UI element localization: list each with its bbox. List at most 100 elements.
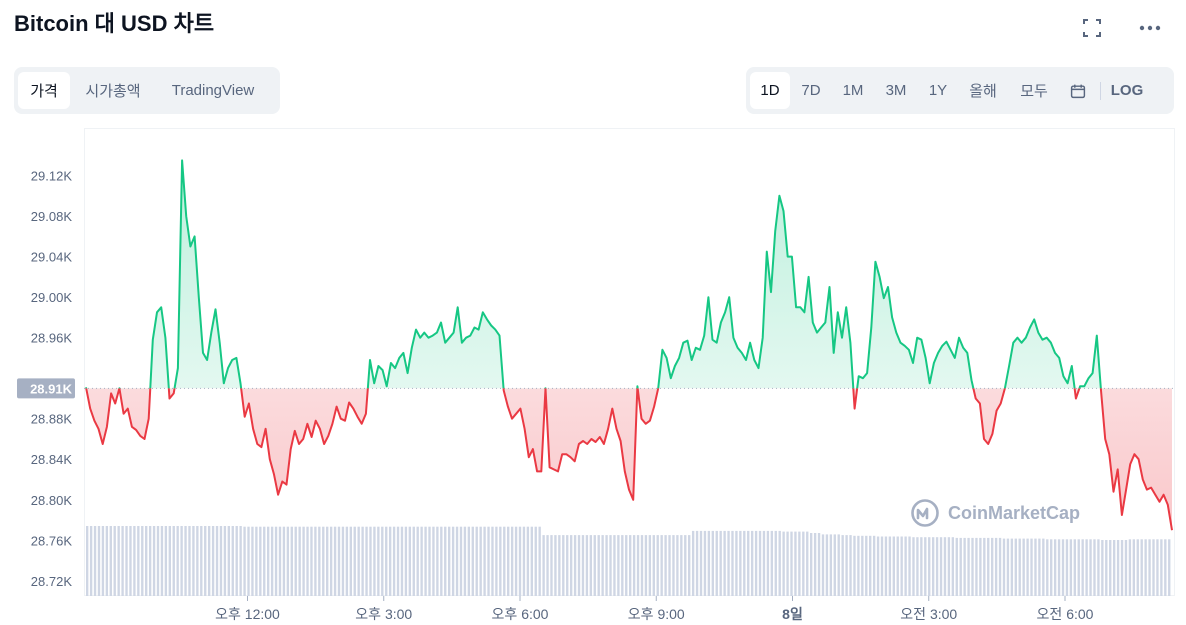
volume-bar xyxy=(204,526,207,596)
volume-bar xyxy=(180,526,183,596)
volume-bar xyxy=(1042,538,1045,596)
volume-bar xyxy=(448,526,451,596)
volume-bar xyxy=(715,530,718,596)
fullscreen-icon[interactable] xyxy=(1078,14,1106,42)
volume-bar xyxy=(341,526,345,596)
volume-bar xyxy=(723,530,726,596)
volume-bar xyxy=(1120,540,1124,596)
volume-bar xyxy=(215,526,219,596)
volume-bar xyxy=(794,531,797,596)
volume-bar xyxy=(1073,539,1076,596)
volume-bar xyxy=(530,526,533,596)
volume-bar xyxy=(337,526,341,596)
volume-bar xyxy=(554,535,557,596)
volume-bar xyxy=(113,526,116,596)
chart-type-tabs: 가격 시가총액 TradingView xyxy=(14,67,280,114)
volume-bar xyxy=(282,526,286,596)
volume-bar xyxy=(510,526,514,596)
volume-bar xyxy=(444,526,447,596)
more-icon[interactable] xyxy=(1136,14,1164,42)
volume-bar xyxy=(916,537,919,596)
volume-bar xyxy=(573,535,577,596)
volume-bar xyxy=(432,526,435,596)
volume-bar xyxy=(609,535,612,596)
volume-bar xyxy=(711,530,714,596)
volume-bar xyxy=(294,526,297,596)
volume-bar xyxy=(1112,540,1116,596)
chart-actions xyxy=(1078,14,1164,42)
volume-bar xyxy=(1010,538,1014,596)
volume-bar xyxy=(589,535,593,596)
volume-bar xyxy=(908,536,911,596)
range-1y[interactable]: 1Y xyxy=(928,82,948,99)
volume-bar xyxy=(270,526,274,596)
volume-bar xyxy=(420,526,423,596)
volume-bar xyxy=(255,526,258,596)
volume-bar xyxy=(1144,539,1147,596)
volume-bar xyxy=(538,526,541,596)
volume-bar xyxy=(998,537,1002,596)
volume-bar xyxy=(503,526,506,596)
volume-bar xyxy=(585,535,589,596)
range-all[interactable]: 모두 xyxy=(1020,83,1048,100)
y-tick-label: 29.00K xyxy=(31,290,73,305)
volume-bar xyxy=(825,534,829,596)
volume-bar xyxy=(994,537,998,596)
volume-bar xyxy=(684,535,687,596)
volume-bar xyxy=(924,537,927,596)
volume-bar xyxy=(900,536,903,596)
volume-bar xyxy=(577,535,581,596)
range-1d[interactable]: 1D xyxy=(750,72,790,109)
volume-bar xyxy=(971,537,974,596)
y-tick-label: 29.12K xyxy=(31,169,73,184)
volume-bar xyxy=(865,535,868,596)
volume-bar xyxy=(196,526,199,596)
tab-market-cap[interactable]: 시가총액 xyxy=(85,83,141,100)
volume-bar xyxy=(853,535,856,596)
volume-bar xyxy=(392,526,396,596)
volume-bar xyxy=(845,535,848,596)
y-tick-label: 28.88K xyxy=(31,412,73,427)
volume-bar xyxy=(416,526,419,596)
volume-bar xyxy=(652,535,655,596)
volume-bar xyxy=(322,526,325,596)
volume-bar xyxy=(137,526,140,596)
volume-bar xyxy=(219,526,223,596)
range-3m[interactable]: 3M xyxy=(885,82,907,99)
volume-bar xyxy=(243,526,246,596)
volume-bar xyxy=(1136,539,1139,596)
volume-bar xyxy=(278,526,282,596)
volume-bar xyxy=(298,526,301,596)
volume-bar xyxy=(629,535,632,596)
volume-bar xyxy=(101,526,105,596)
volume-bar xyxy=(636,535,640,596)
volume-bar xyxy=(263,526,266,596)
area-fill-up xyxy=(86,160,1172,389)
range-1m[interactable]: 1M xyxy=(842,82,864,99)
volume-bar xyxy=(1053,539,1057,596)
volume-bar xyxy=(869,535,872,596)
volume-bar xyxy=(979,537,982,596)
volume-bar xyxy=(286,526,290,596)
range-ytd[interactable]: 올해 xyxy=(969,83,997,100)
volume-bar xyxy=(267,526,270,596)
calendar-icon[interactable] xyxy=(1060,72,1096,109)
tab-tradingview[interactable]: TradingView xyxy=(171,82,255,99)
tab-price[interactable]: 가격 xyxy=(18,72,70,109)
volume-bar xyxy=(451,526,455,596)
volume-bar xyxy=(345,526,349,596)
volume-bar xyxy=(467,526,471,596)
volume-bar xyxy=(514,526,518,596)
volume-bar xyxy=(951,537,955,596)
volume-bar xyxy=(695,530,699,596)
volume-bar xyxy=(1034,538,1037,596)
volume-bar xyxy=(810,533,813,596)
range-7d[interactable]: 7D xyxy=(801,82,821,99)
volume-bar xyxy=(542,535,545,596)
volume-bar xyxy=(1002,538,1006,596)
volume-bar xyxy=(373,526,376,596)
volume-bar xyxy=(1164,539,1167,596)
log-scale-toggle[interactable]: LOG xyxy=(1110,82,1144,99)
volume-bar xyxy=(164,526,168,596)
